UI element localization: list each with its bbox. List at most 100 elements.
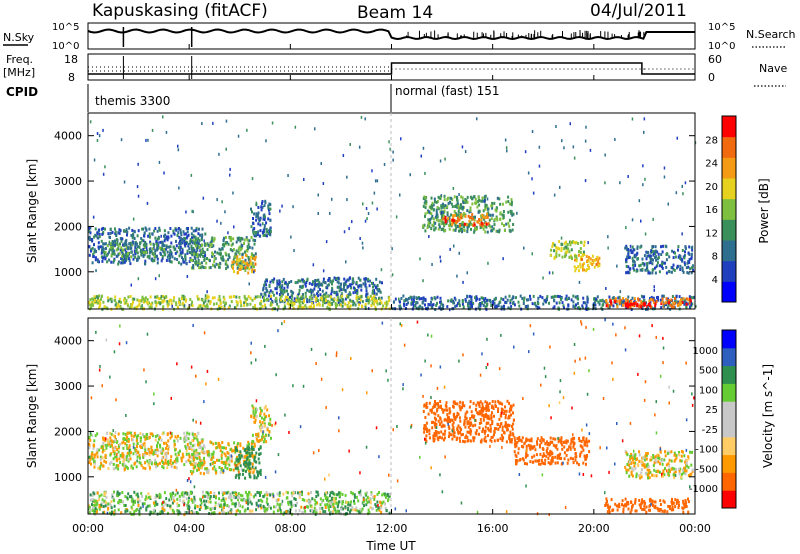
heatmap-cell — [602, 303, 605, 306]
heatmap-cell — [466, 227, 469, 231]
heatmap-cell — [259, 504, 262, 508]
heatmap-cell — [302, 300, 305, 304]
heatmap-cell — [92, 498, 95, 502]
heatmap-cell — [656, 250, 659, 254]
heatmap-cell — [474, 201, 477, 205]
heatmap-cell — [305, 306, 308, 310]
heatmap-cell — [129, 241, 132, 245]
heatmap-cell — [139, 456, 141, 460]
heatmap-cell — [459, 203, 462, 207]
heatmap-cell — [625, 271, 628, 275]
heatmap-cell — [108, 240, 111, 244]
heatmap-cell — [203, 472, 205, 476]
heatmap-cell — [110, 300, 113, 304]
heatmap-cell — [104, 165, 106, 169]
heatmap-cell — [344, 289, 347, 293]
heatmap-cell — [209, 259, 211, 263]
heatmap-cell — [262, 435, 265, 439]
heatmap-cell — [151, 432, 154, 436]
heatmap-cell — [442, 227, 445, 231]
heatmap-cell — [572, 294, 575, 298]
heatmap-cell — [347, 301, 350, 305]
heatmap-cell — [146, 255, 149, 259]
heatmap-cell — [687, 298, 690, 302]
heatmap-cell — [154, 500, 157, 504]
heatmap-cell — [169, 492, 172, 496]
heatmap-cell — [215, 446, 218, 450]
heatmap-cell — [365, 498, 368, 502]
heatmap-cell — [201, 227, 204, 231]
heatmap-cell — [652, 298, 654, 302]
heatmap-cell — [218, 444, 221, 448]
heatmap-cell — [111, 241, 114, 245]
heatmap-cell — [484, 300, 486, 304]
heatmap-cell — [122, 446, 125, 450]
heatmap-cell — [491, 206, 494, 210]
heatmap-cell — [521, 297, 524, 300]
heatmap-cell — [223, 446, 225, 450]
heatmap-cell — [295, 298, 298, 302]
heatmap-cell — [251, 509, 254, 513]
heatmap-cell — [352, 303, 355, 307]
heatmap-cell — [619, 290, 622, 294]
heatmap-cell — [102, 172, 105, 176]
heatmap-cell — [684, 298, 686, 302]
heatmap-cell — [209, 500, 212, 504]
heatmap-cell — [263, 213, 266, 217]
heatmap-cell — [124, 504, 127, 507]
heatmap-cell — [161, 460, 164, 464]
heatmap-cell — [144, 448, 147, 452]
heatmap-cell — [245, 451, 248, 455]
heatmap-cell — [581, 253, 584, 257]
heatmap-cell — [104, 493, 106, 497]
heatmap-cell — [232, 468, 235, 472]
heatmap-cell — [473, 195, 476, 199]
heatmap-cell — [322, 510, 325, 513]
heatmap-cell — [269, 289, 272, 293]
beam-title: Beam 14 — [357, 3, 433, 23]
heatmap-cell — [363, 277, 366, 281]
heatmap-cell — [93, 455, 96, 459]
heatmap-cell — [676, 264, 679, 268]
heatmap-cell — [169, 436, 172, 440]
heatmap-cell — [165, 446, 167, 450]
heatmap-cell — [331, 288, 334, 292]
heatmap-cell — [246, 493, 249, 496]
heatmap-cell — [113, 509, 116, 513]
heatmap-cell — [576, 301, 579, 305]
heatmap-cell — [180, 456, 183, 460]
heatmap-cell — [559, 295, 562, 299]
heatmap-cell — [312, 289, 314, 293]
heatmap-cell — [194, 237, 197, 241]
heatmap-cell — [176, 504, 179, 508]
heatmap-cell — [90, 456, 93, 460]
heatmap-cell — [125, 299, 128, 303]
heatmap-cell — [280, 288, 282, 292]
heatmap-cell — [195, 511, 198, 514]
heatmap-cell — [176, 234, 179, 237]
heatmap-cell — [89, 237, 92, 241]
heatmap-cell — [102, 250, 105, 254]
heatmap-cell — [470, 299, 473, 303]
heatmap-cell — [317, 493, 320, 497]
heatmap-cell — [551, 244, 554, 248]
heatmap-cell — [228, 459, 231, 463]
heatmap-cell — [142, 466, 145, 470]
heatmap-cell — [428, 210, 430, 214]
heatmap-cell — [684, 250, 686, 254]
heatmap-cell — [687, 265, 690, 269]
y-tick-label: 2000 — [54, 220, 82, 233]
heatmap-cell — [515, 296, 517, 300]
heatmap-cell — [114, 227, 116, 231]
heatmap-cell — [505, 146, 508, 150]
heatmap-cell — [337, 286, 340, 289]
heatmap-cell — [132, 253, 135, 257]
heatmap-cell — [501, 305, 504, 309]
heatmap-cell — [329, 494, 331, 498]
heatmap-cell — [126, 496, 129, 500]
heatmap-cell — [201, 438, 204, 442]
heatmap-cell — [276, 282, 279, 286]
heatmap-cell — [439, 300, 441, 304]
heatmap-cell — [120, 300, 122, 304]
heatmap-cell — [366, 491, 369, 495]
